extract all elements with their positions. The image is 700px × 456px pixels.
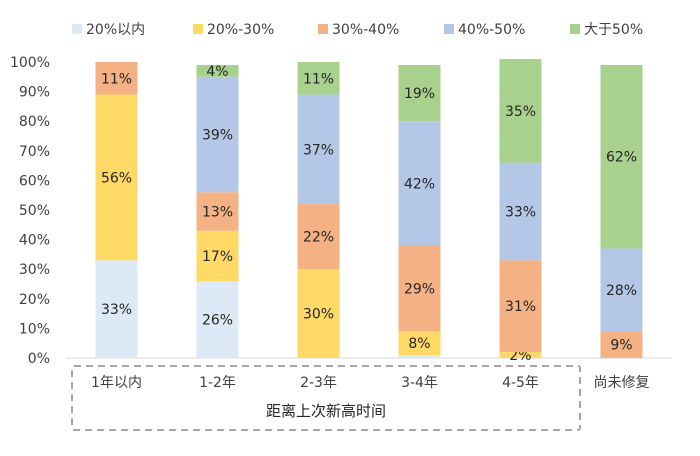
- legend-swatch: [318, 24, 328, 34]
- legend-label: 30%-40%: [332, 22, 399, 38]
- y-tick-label: 70%: [19, 144, 50, 160]
- x-tick-label: 1年以内: [91, 375, 142, 391]
- data-label: 62%: [606, 150, 637, 166]
- legend-label: 大于50%: [584, 22, 643, 38]
- y-tick-label: 80%: [19, 114, 50, 130]
- data-label: 56%: [101, 170, 132, 186]
- legend: 20%以内 20%-30% 30%-40% 40%-50% 大于50%: [72, 22, 643, 38]
- legend-swatch: [72, 24, 82, 34]
- x-tick-label: 尚未修复: [594, 374, 650, 391]
- bar-stack: 8% 29% 42% 19%: [398, 64, 441, 358]
- bar-segment: [398, 245, 441, 332]
- group-bracket-box: [71, 365, 581, 431]
- legend-label: 20%-30%: [207, 22, 274, 38]
- legend-item: 20%以内: [72, 22, 145, 38]
- data-label: 8%: [408, 336, 430, 352]
- bar-segment: [297, 269, 340, 358]
- bar-segment: [196, 281, 239, 358]
- bar-stack: 2%31%33%35%: [499, 59, 542, 364]
- bar-segment: [600, 331, 643, 358]
- bar-segment: [499, 162, 542, 261]
- bar-segment: [95, 94, 138, 261]
- bar-segment: [398, 355, 441, 358]
- data-label: 28%: [606, 283, 637, 299]
- data-label: 31%: [505, 299, 536, 315]
- x-tick-label: 4-5年: [502, 375, 539, 391]
- bar-segment: [600, 64, 643, 249]
- y-tick-label: 40%: [19, 233, 50, 249]
- bar-segment: [499, 260, 542, 353]
- bar-segment: [196, 192, 239, 231]
- bar-segment: [297, 204, 340, 270]
- y-tick-label: 50%: [19, 203, 50, 219]
- group-label: 距离上次新高时间: [266, 402, 386, 420]
- bar-stack: 30% 22% 37% 11%: [297, 62, 340, 358]
- data-label: 11%: [101, 71, 132, 87]
- legend-label: 40%-50%: [458, 22, 525, 38]
- bar-stack: 9% 28% 62%: [600, 64, 643, 358]
- y-tick-label: 100%: [10, 55, 50, 71]
- bars: 33% 56% 11% 26% 17% 13% 39% 4% 30% 22% 37% 11% 8% 29%…: [95, 59, 643, 364]
- y-tick-label: 30%: [19, 262, 50, 278]
- bar-segment: [297, 94, 340, 205]
- data-label: 13%: [202, 204, 233, 220]
- data-label: 29%: [404, 281, 435, 297]
- legend-swatch: [193, 24, 203, 34]
- legend-swatch: [570, 24, 580, 34]
- data-label: 35%: [505, 104, 536, 120]
- y-tick-label: 20%: [19, 292, 50, 308]
- bar-segment: [398, 121, 441, 246]
- bar-segment: [95, 260, 138, 358]
- data-label: 33%: [101, 302, 132, 318]
- legend-label: 20%以内: [86, 22, 145, 38]
- x-tick-label: 1-2年: [199, 375, 236, 391]
- data-label: 33%: [505, 204, 536, 220]
- bar-segment: [499, 352, 542, 358]
- x-tick-label: 3-4年: [401, 375, 438, 391]
- legend-item: 30%-40%: [318, 22, 399, 38]
- bar-segment: [196, 64, 239, 77]
- bar-segment: [398, 64, 441, 122]
- data-label: 30%: [303, 307, 334, 323]
- bar-segment: [600, 248, 643, 332]
- x-tick-label: 2-3年: [300, 375, 337, 391]
- data-label: 17%: [202, 249, 233, 265]
- bar-segment: [196, 76, 239, 193]
- y-tick-label: 0%: [28, 351, 50, 367]
- data-label: 42%: [404, 176, 435, 192]
- data-label: 37%: [303, 142, 334, 158]
- legend-item: 大于50%: [570, 22, 643, 38]
- bar-segment: [297, 62, 340, 95]
- data-label: 22%: [303, 230, 334, 246]
- bar-segment: [398, 331, 441, 356]
- legend-item: 20%-30%: [193, 22, 274, 38]
- legend-item: 40%-50%: [444, 22, 525, 38]
- data-label: 26%: [202, 313, 233, 329]
- bar-segment: [499, 59, 542, 163]
- data-label: 39%: [202, 128, 233, 144]
- bar-stack: 33% 56% 11%: [95, 62, 138, 358]
- y-tick-label: 90%: [19, 85, 50, 101]
- bar-stack: 26% 17% 13% 39% 4%: [196, 64, 239, 358]
- data-label: 4%: [206, 64, 228, 80]
- y-tick-label: 60%: [19, 173, 50, 189]
- data-label: 19%: [404, 86, 435, 102]
- data-label: 11%: [303, 71, 334, 87]
- x-axis: 1年以内 1-2年 2-3年 3-4年 4-5年 尚未修复: [91, 374, 649, 391]
- bar-segment: [196, 230, 239, 282]
- y-axis: 0% 10% 20% 30% 40% 50% 60% 70% 80% 90% 100%: [10, 55, 672, 367]
- bar-segment: [95, 62, 138, 95]
- legend-swatch: [444, 24, 454, 34]
- y-tick-label: 10%: [19, 321, 50, 337]
- data-label: 9%: [610, 338, 632, 354]
